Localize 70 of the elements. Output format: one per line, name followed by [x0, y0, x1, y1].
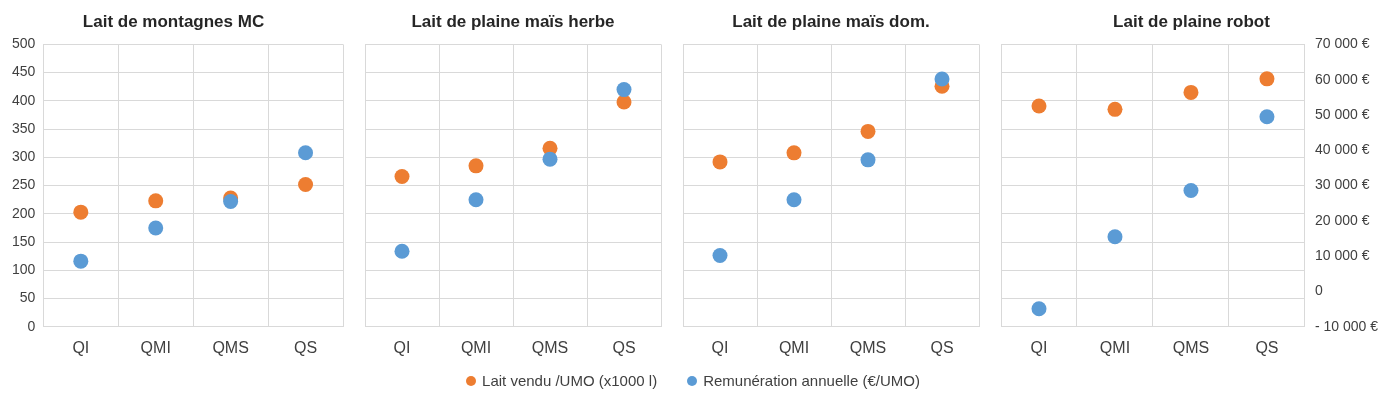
legend-label: Lait vendu /UMO (x1000 l) [482, 372, 658, 389]
x-tick-label: QMI [1099, 338, 1131, 356]
y-tick-label: 250 [12, 176, 36, 193]
point [1259, 109, 1275, 125]
legend-label: Remunération annuelle (€/UMO) [703, 372, 920, 389]
point [148, 193, 164, 209]
x-tick-label: QS [1255, 338, 1279, 356]
point [712, 154, 728, 170]
y2-tick-label: 50 000 € [1314, 105, 1370, 122]
point [542, 151, 558, 167]
y-tick-label: 0 [27, 317, 36, 334]
chart-title: Lait de plaine maïs dom. [732, 11, 930, 31]
y2-tick-label: 30 000 € [1314, 176, 1370, 193]
x-tick-label: QI [72, 338, 90, 356]
point [1031, 301, 1047, 317]
point [616, 94, 632, 110]
chart-title: Lait de plaine robot [1113, 11, 1271, 31]
point [394, 169, 410, 185]
point [1183, 183, 1199, 199]
point [860, 123, 876, 139]
point [394, 243, 410, 259]
x-tick-label: QMI [140, 338, 171, 356]
point [1259, 71, 1275, 87]
y-tick-label: 350 [12, 119, 36, 136]
x-tick-label: QMI [460, 338, 492, 356]
point [1031, 98, 1047, 114]
x-tick-label: QS [930, 338, 954, 356]
y-tick-label: 200 [12, 204, 36, 221]
x-tick-label: QMS [531, 338, 569, 356]
point [468, 192, 484, 208]
y-tick-label: 300 [12, 148, 36, 165]
point [934, 71, 950, 87]
point [1183, 84, 1199, 100]
y2-tick-label: 0 [1314, 282, 1323, 299]
point [148, 220, 164, 236]
point [298, 145, 314, 161]
x-tick-label: QMS [212, 338, 249, 356]
x-tick-label: QS [612, 338, 636, 356]
point [73, 253, 89, 269]
point [616, 82, 632, 98]
y-tick-label: 450 [12, 63, 36, 80]
x-tick-label: QMS [849, 338, 887, 356]
x-tick-label: QMI [778, 338, 810, 356]
y-tick-label: 50 [19, 289, 36, 306]
chart-title: Lait de montagnes MC [82, 11, 265, 31]
point [712, 247, 728, 263]
y2-tick-label: 70 000 € [1314, 35, 1370, 52]
y2-tick-label: 60 000 € [1314, 70, 1370, 87]
y2-tick-label: 40 000 € [1314, 141, 1370, 158]
x-tick-label: QMS [1172, 338, 1210, 356]
point [1107, 101, 1123, 117]
y2-tick-label: - 10 000 € [1314, 317, 1379, 334]
y-tick-label: 500 [12, 35, 36, 52]
point [786, 145, 802, 161]
y2-tick-label: 10 000 € [1314, 247, 1370, 264]
chart-title: Lait de plaine maïs herbe [411, 11, 615, 31]
point [468, 158, 484, 174]
x-tick-label: QI [1030, 338, 1048, 356]
x-tick-label: QI [393, 338, 411, 356]
y-tick-label: 150 [12, 232, 36, 249]
point [1107, 229, 1123, 245]
point [298, 176, 314, 192]
y2-tick-label: 20 000 € [1314, 211, 1370, 228]
y-tick-label: 100 [12, 261, 36, 278]
point [860, 152, 876, 168]
x-tick-label: QS [293, 338, 318, 356]
point [73, 204, 89, 220]
x-tick-label: QI [711, 338, 729, 356]
point [786, 192, 802, 208]
y-tick-label: 400 [12, 91, 36, 108]
